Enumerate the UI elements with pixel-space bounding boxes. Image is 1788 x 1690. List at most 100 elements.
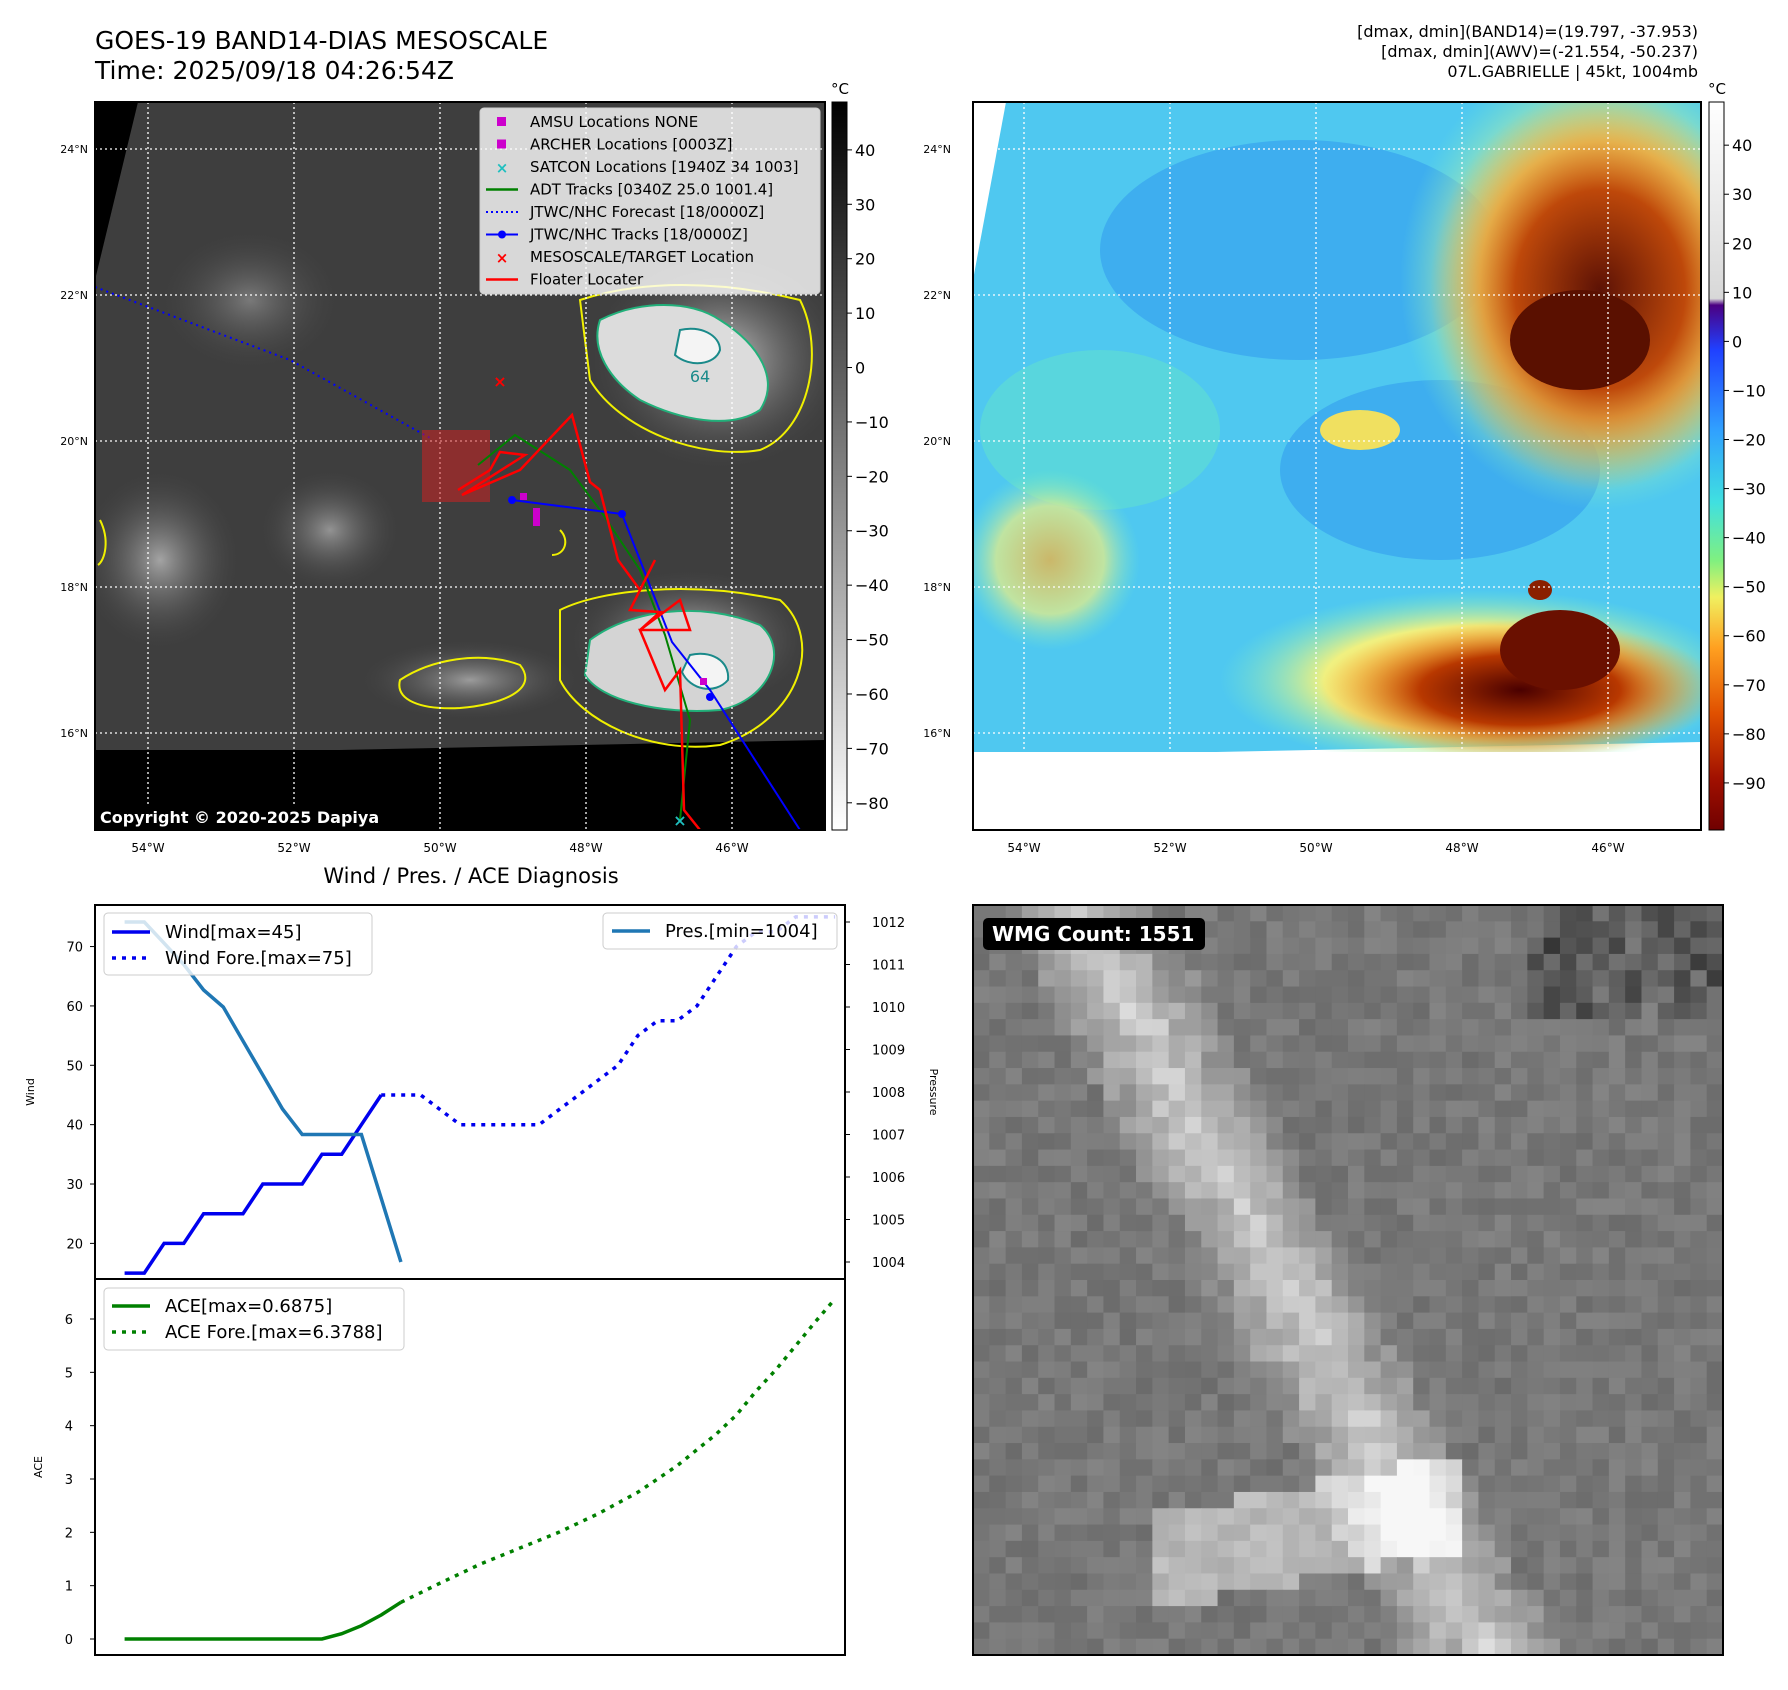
wmg-pixel xyxy=(1005,1263,1023,1281)
wmg-pixel xyxy=(1478,1100,1496,1118)
wmg-pixel xyxy=(1070,1328,1088,1346)
wmg-pixel xyxy=(1315,921,1333,939)
wmg-pixel xyxy=(1478,1133,1496,1151)
wmg-pixel xyxy=(1494,1443,1512,1460)
wmg-pixel xyxy=(1413,1084,1431,1102)
wmg-pixel xyxy=(1087,1165,1104,1183)
wmg-pixel xyxy=(1690,1296,1708,1314)
wmg-pixel xyxy=(989,970,1007,988)
wmg-pixel xyxy=(1087,1035,1104,1053)
wmg-pixel xyxy=(1038,905,1056,922)
wmg-pixel xyxy=(1217,937,1235,955)
wmg-pixel xyxy=(1184,1165,1202,1183)
colorbar-tick-label: −50 xyxy=(855,631,889,650)
wmg-pixel xyxy=(1070,1002,1088,1020)
wmg-pixel xyxy=(1184,1491,1202,1509)
wmg-pixel xyxy=(1657,1280,1675,1297)
wmg-pixel xyxy=(989,1198,1007,1216)
wmg-pixel xyxy=(1462,1638,1479,1656)
wmg-pixel xyxy=(1331,1116,1349,1134)
wmg-pixel xyxy=(1413,1377,1431,1395)
wmg-pixel xyxy=(1380,905,1398,922)
wmg-pixel xyxy=(1005,1394,1023,1411)
wmg-pixel xyxy=(1657,1051,1675,1069)
wmg-pixel xyxy=(1217,1394,1235,1411)
wmg-pixel xyxy=(1641,1051,1659,1069)
wmg-pixel xyxy=(1478,1345,1496,1363)
wmg-pixel xyxy=(1511,1051,1528,1069)
wmg-pixel xyxy=(1543,1051,1561,1069)
wmg-pixel xyxy=(1054,1589,1072,1607)
wmg-pixel xyxy=(1201,937,1219,955)
wmg-pixel xyxy=(1657,1540,1675,1558)
wmg-pixel xyxy=(1152,1410,1170,1428)
wmg-pixel xyxy=(1413,1231,1431,1248)
wmg-pixel xyxy=(1608,1214,1626,1232)
wmg-pixel xyxy=(1233,1149,1251,1167)
wmg-pixel xyxy=(1527,1002,1545,1020)
wmg-pixel xyxy=(1266,1589,1284,1607)
legend-label: SATCON Locations [1940Z 34 1003] xyxy=(530,158,798,176)
wmg-pixel xyxy=(1445,1149,1463,1167)
wmg-pixel xyxy=(1184,1182,1202,1199)
figure-title: GOES-19 BAND14-DIAS MESOSCALE Time: 2025… xyxy=(95,26,548,86)
wmg-pixel xyxy=(1380,1133,1398,1151)
wmg-pixel xyxy=(1070,1312,1088,1330)
wmg-pixel xyxy=(1038,1182,1056,1199)
wmg-pixel xyxy=(1494,1459,1512,1477)
wmg-pixel xyxy=(1543,1410,1561,1428)
wmg-pixel xyxy=(1559,1426,1577,1444)
wmg-pixel xyxy=(1380,1149,1398,1167)
wmg-pixel xyxy=(1396,1394,1414,1411)
wmg-pixel xyxy=(1478,1280,1496,1297)
wmg-pixel xyxy=(1608,1345,1626,1363)
wmg-pixel xyxy=(1576,937,1594,955)
wmg-pixel xyxy=(1592,1100,1610,1118)
wmg-pixel xyxy=(1608,1540,1626,1558)
wmg-pixel xyxy=(1119,1182,1137,1199)
wmg-pixel xyxy=(1331,1328,1349,1346)
series-line-ace-forecast xyxy=(400,1297,837,1604)
wmg-pixel xyxy=(1152,1328,1170,1346)
wmg-pixel xyxy=(1250,937,1267,955)
wmg-pixel xyxy=(1168,953,1186,971)
wmg-pixel xyxy=(1527,1475,1545,1493)
wmg-pixel xyxy=(1136,1443,1153,1460)
wmg-pixel xyxy=(1511,1312,1528,1330)
wmg-pixel xyxy=(1038,1328,1056,1346)
wmg-pixel xyxy=(1364,1051,1382,1069)
wmg-pixel xyxy=(1250,1263,1267,1281)
wmg-pixel xyxy=(1527,1280,1545,1297)
wmg-pixel xyxy=(1608,1263,1626,1281)
wmg-pixel xyxy=(1413,1622,1431,1640)
ir-colorbar-unit: °C xyxy=(831,80,849,98)
wmg-pixel xyxy=(1201,1247,1219,1265)
wmg-pixel xyxy=(973,1280,990,1297)
wmg-pixel xyxy=(1429,1019,1447,1036)
wmg-pixel xyxy=(1233,1084,1251,1102)
wmg-pixel xyxy=(1543,1068,1561,1085)
wmg-pixel xyxy=(1445,970,1463,988)
wmg-pixel xyxy=(1103,1394,1121,1411)
wmg-pixel xyxy=(1559,1116,1577,1134)
jtwc-track-point xyxy=(706,693,714,701)
wmg-pixel xyxy=(1168,1084,1186,1102)
wmg-pixel xyxy=(1674,1100,1691,1118)
wmg-pixel xyxy=(989,1084,1007,1102)
wmg-pixel xyxy=(1396,1426,1414,1444)
wmg-pixel xyxy=(1511,1116,1528,1134)
wmg-pixel xyxy=(1119,1002,1137,1020)
wmg-pixel xyxy=(1299,1051,1316,1069)
wmg-pixel xyxy=(1103,1345,1121,1363)
wmg-pixel xyxy=(1331,1361,1349,1379)
wmg-pixel xyxy=(1641,921,1659,939)
wmg-pixel xyxy=(1625,937,1642,955)
wmg-pixel xyxy=(989,1491,1007,1509)
wmg-pixel xyxy=(1494,953,1512,971)
wmg-pixel xyxy=(1478,1084,1496,1102)
wmg-pixel xyxy=(1429,1443,1447,1460)
wmg-pixel xyxy=(1527,1508,1545,1526)
wmg-pixel xyxy=(1690,1475,1708,1493)
wmg-pixel xyxy=(1184,1426,1202,1444)
wmg-pixel xyxy=(1413,1182,1431,1199)
